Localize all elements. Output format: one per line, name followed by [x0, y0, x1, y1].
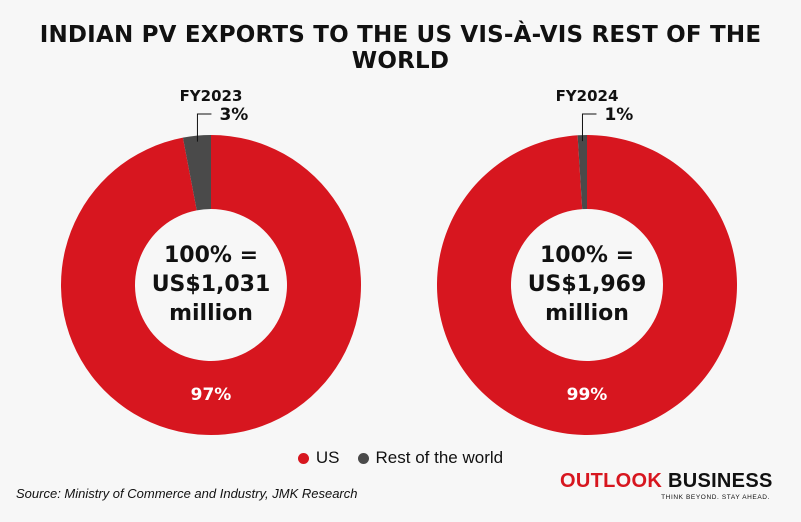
- slice-us: [60, 135, 361, 435]
- legend-label-rest: Rest of the world: [375, 448, 504, 467]
- legend-item-us: US: [297, 448, 340, 468]
- legend-label-us: US: [315, 448, 340, 467]
- leader-line: [196, 113, 212, 142]
- legend-swatch-us: [297, 452, 309, 464]
- chart-title: INDIAN PV EXPORTS TO THE US VIS-À-VIS RE…: [39, 22, 762, 74]
- chart-year-title: FY2023: [180, 87, 243, 105]
- value-label-us: 99%: [567, 385, 608, 405]
- slice-rest-of-world: [577, 135, 587, 210]
- value-label-rest: 3%: [219, 105, 248, 125]
- source-note: Source: Ministry of Commerce and Industr…: [16, 486, 358, 501]
- center-total-line: US$1,969: [528, 272, 647, 297]
- brand-logo: OUTLOOK BUSINESS THINK BEYOND. STAY AHEA…: [560, 470, 773, 501]
- slice-us: [436, 135, 737, 435]
- center-total-line: 100% =: [540, 243, 634, 268]
- brand-tagline: THINK BEYOND. STAY AHEAD.: [661, 494, 770, 501]
- center-total-line: US$1,031: [152, 272, 271, 297]
- brand-name-part1: OUTLOOK: [560, 470, 663, 492]
- legend-swatch-rest: [357, 452, 369, 464]
- legend: US Rest of the world: [0, 448, 801, 468]
- center-total-line: million: [545, 301, 629, 326]
- slice-rest-of-world: [182, 135, 211, 211]
- value-label-us: 97%: [191, 385, 232, 405]
- brand-name-part2: BUSINESS: [667, 470, 773, 492]
- leader-line: [581, 113, 597, 142]
- brand-name: OUTLOOK BUSINESS: [560, 470, 773, 493]
- value-label-rest: 1%: [604, 105, 633, 125]
- center-total-line: 100% =: [164, 243, 258, 268]
- center-total-line: million: [169, 301, 253, 326]
- legend-item-rest: Rest of the world: [357, 448, 504, 468]
- chart-year-title: FY2024: [556, 87, 619, 105]
